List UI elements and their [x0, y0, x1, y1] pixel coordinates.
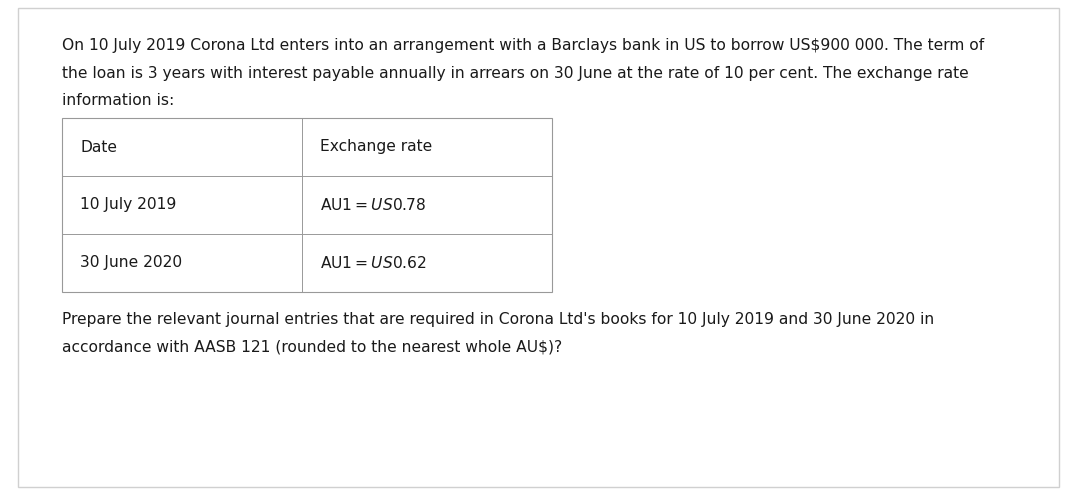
Text: 30 June 2020: 30 June 2020: [80, 255, 182, 270]
Text: AU$1 = US$0.78: AU$1 = US$0.78: [320, 197, 426, 213]
Text: 10 July 2019: 10 July 2019: [80, 198, 177, 212]
Text: the loan is 3 years with interest payable annually in arrears on 30 June at the : the loan is 3 years with interest payabl…: [62, 65, 968, 81]
Text: On 10 July 2019 Corona Ltd enters into an arrangement with a Barclays bank in US: On 10 July 2019 Corona Ltd enters into a…: [62, 38, 984, 53]
Text: Prepare the relevant journal entries that are required in Corona Ltd's books for: Prepare the relevant journal entries tha…: [62, 312, 934, 327]
Text: AU$1 = US$0.62: AU$1 = US$0.62: [320, 255, 426, 271]
Text: Date: Date: [80, 140, 117, 154]
Text: Exchange rate: Exchange rate: [320, 140, 432, 154]
Bar: [62, 118, 553, 292]
Text: accordance with AASB 121 (rounded to the nearest whole AU$)?: accordance with AASB 121 (rounded to the…: [62, 340, 562, 354]
Text: information is:: information is:: [62, 93, 174, 108]
